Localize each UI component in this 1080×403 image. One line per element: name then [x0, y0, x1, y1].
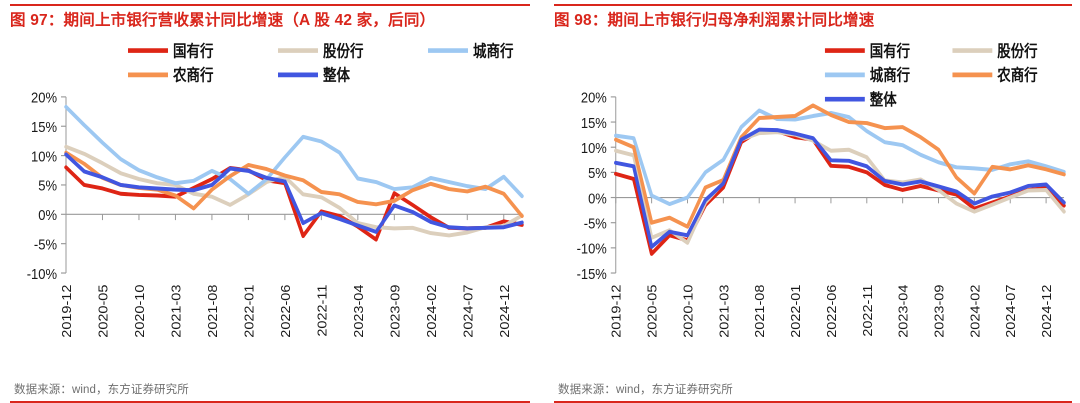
y-tick-label: 10% — [31, 148, 57, 165]
figure-97-chart: -10% -5% 0% 5% 10% 15% 20% 2019-12 2020-05 2020-1… — [10, 32, 530, 380]
series-line-4 — [614, 128, 1066, 250]
y-tick-label: 5% — [38, 177, 57, 194]
panel-bottom-rule — [10, 401, 530, 403]
x-tick-label: 2023-09 — [388, 285, 402, 338]
y-tick-label: 0% — [588, 190, 607, 207]
y-tick-label: 20% — [581, 89, 607, 106]
y-tick-label: 5% — [588, 165, 607, 182]
x-tick-label: 2024-07 — [461, 285, 475, 338]
legend-label-2: 城商行 — [473, 42, 514, 61]
y-tick-label: 0% — [38, 207, 57, 224]
legend-label-4: 整体 — [870, 90, 897, 109]
x-tick-label: 2022-06 — [279, 285, 293, 338]
x-tick-label: 2024-12 — [1040, 285, 1054, 338]
x-tick-label: 2021-08 — [753, 285, 767, 338]
legend-label-4: 整体 — [323, 66, 350, 85]
x-tick-label: 2020-10 — [133, 285, 147, 338]
legend-label-3: 农商行 — [172, 66, 214, 85]
figure-97-source: 数据来源：wind，东方证券研究所 — [14, 384, 189, 396]
x-tick-label: 2019-12 — [60, 285, 74, 338]
x-tick-label: 2022-01 — [242, 285, 256, 338]
y-tick-label: -10% — [27, 265, 57, 282]
x-tick-label: 2020-05 — [646, 285, 660, 338]
legend-label-0: 国有行 — [870, 42, 911, 61]
panel-top-rule — [10, 4, 530, 6]
x-tick-label: 2021-03 — [717, 285, 731, 338]
y-tick-label: -5% — [34, 236, 57, 253]
figure-98-panel: 图 98：期间上市银行归母净利润累计同比增速 -15% -10% -5% 0% 5% 10… — [540, 0, 1080, 403]
x-tick-label: 2024-02 — [425, 285, 439, 338]
figure-97-panel: 图 97：期间上市银行营收累计同比增速（A 股 42 家，后同） -10% -5%… — [10, 4, 530, 403]
x-tick-label: 2022-11 — [315, 285, 329, 337]
x-tick-label: 2023-09 — [932, 285, 946, 338]
x-tick-label: 2024-12 — [498, 285, 512, 338]
x-tick-label: 2023-04 — [352, 284, 366, 338]
x-tick-label: 2022-01 — [789, 285, 803, 338]
y-tick-label: -15% — [577, 265, 607, 282]
panel-bottom-rule — [554, 401, 1072, 403]
x-tick-label: 2022-06 — [825, 285, 839, 338]
series-line-4 — [64, 152, 524, 235]
y-tick-label: 10% — [581, 139, 607, 156]
x-tick-label: 2024-07 — [1004, 285, 1018, 338]
panel-top-rule — [554, 4, 1072, 6]
figure-98-chart: -15% -10% -5% 0% 5% 10% 15% 20% 2019-12 2020-05 20… — [554, 32, 1072, 380]
x-tick-label: 2023-04 — [897, 284, 911, 338]
series-line-2 — [64, 105, 524, 199]
figure-97-title: 图 97：期间上市银行营收累计同比增速（A 股 42 家，后同） — [10, 12, 436, 29]
figure-97-svg: -10% -5% 0% 5% 10% 15% 20% 2019-12 2020-05 2020-1… — [27, 42, 524, 338]
legend-label-3: 农商行 — [996, 66, 1038, 85]
x-tick-label: 2020-05 — [96, 285, 110, 338]
x-tick-label: 2024-02 — [968, 285, 982, 338]
x-tick-label: 2020-10 — [681, 285, 695, 338]
y-tick-label: -5% — [584, 215, 607, 232]
legend-label-0: 国有行 — [173, 42, 214, 61]
legend-label-2: 城商行 — [870, 66, 911, 85]
legend-label-1: 股份行 — [997, 42, 1038, 61]
x-tick-label: 2022-11 — [861, 285, 875, 337]
figure-98-source: 数据来源：wind，东方证券研究所 — [558, 384, 733, 396]
figure-98-svg: -15% -10% -5% 0% 5% 10% 15% 20% 2019-12 2020-05 20… — [577, 42, 1066, 338]
y-tick-label: 15% — [31, 118, 57, 135]
series-line-1 — [64, 145, 524, 238]
x-tick-label: 2021-03 — [169, 285, 183, 338]
y-tick-label: -10% — [577, 240, 607, 257]
y-tick-label: 15% — [581, 114, 607, 131]
x-tick-label: 2021-08 — [206, 285, 220, 338]
x-tick-label: 2019-12 — [610, 285, 624, 338]
series-line-3 — [614, 103, 1066, 230]
y-tick-label: 20% — [31, 89, 57, 106]
figure-98-title: 图 98：期间上市银行归母净利润累计同比增速 — [554, 12, 875, 29]
legend-label-1: 股份行 — [323, 42, 364, 61]
series-line-2 — [614, 108, 1066, 207]
series-line-1 — [614, 130, 1066, 246]
